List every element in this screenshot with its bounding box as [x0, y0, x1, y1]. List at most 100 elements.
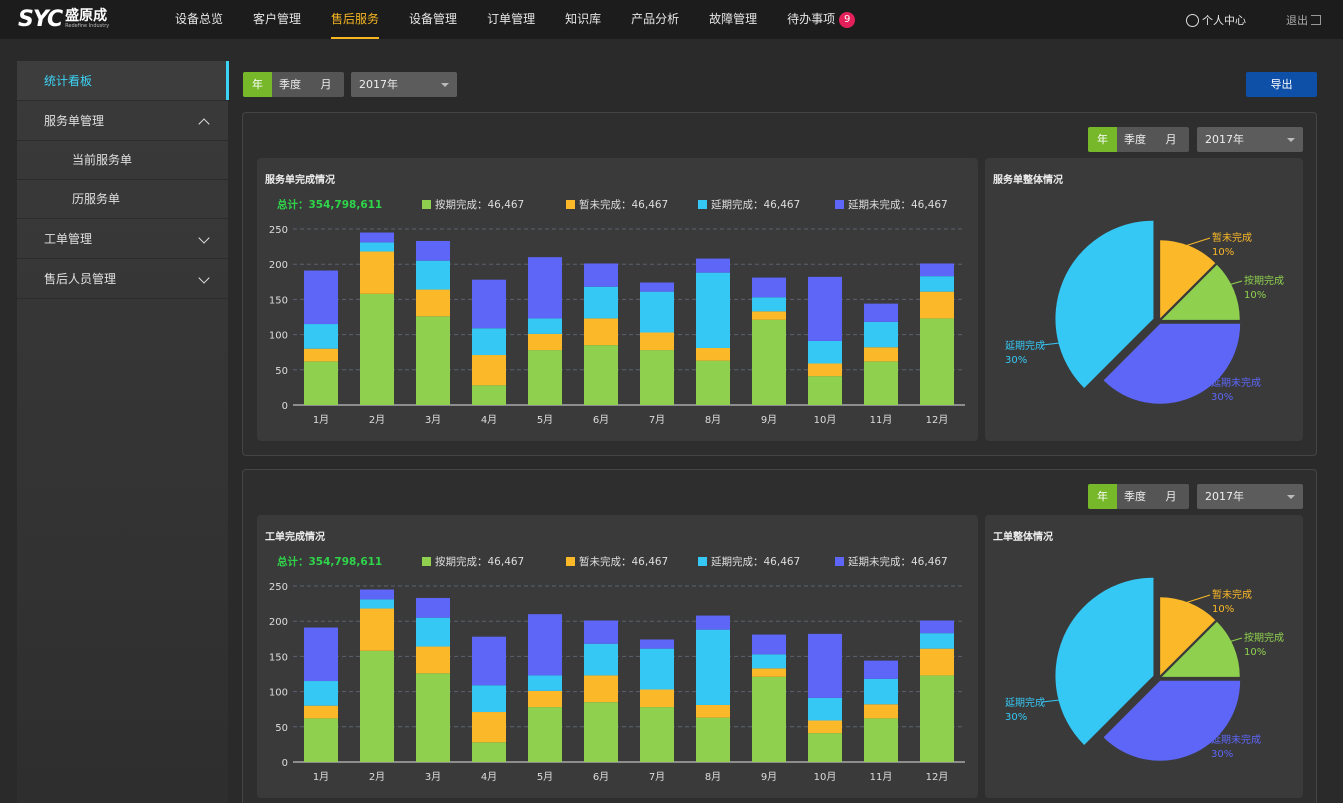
nav-fault[interactable]: 故障管理 [694, 0, 772, 39]
bar-segment-ontime[interactable] [640, 350, 674, 405]
pie-slice-ontime[interactable] [1161, 621, 1240, 677]
bar-segment-delayed-done[interactable] [584, 643, 618, 676]
bar-segment-ontime[interactable] [472, 385, 506, 405]
bar-segment-delayed-done[interactable] [416, 617, 450, 647]
bar-segment-delayed-done[interactable] [304, 324, 338, 349]
panel-year-select[interactable]: 2017年 [1197, 127, 1303, 152]
sidebar-item-service-orders[interactable]: 服务单管理 [17, 101, 228, 141]
nav-customer[interactable]: 客户管理 [238, 0, 316, 39]
bar-segment-delayed-done[interactable] [360, 599, 394, 609]
bar-segment-ontime[interactable] [640, 707, 674, 762]
period-month-button[interactable]: 月 [1165, 490, 1177, 503]
bar-segment-delayed-undone[interactable] [584, 263, 618, 287]
bar-segment-pending[interactable] [304, 348, 338, 362]
bar-segment-delayed-done[interactable] [752, 654, 786, 669]
nav-order[interactable]: 订单管理 [472, 0, 550, 39]
nav-todo[interactable]: 待办事项 9 [772, 0, 870, 39]
bar-segment-ontime[interactable] [360, 293, 394, 405]
bar-segment-delayed-done[interactable] [472, 328, 506, 356]
sidebar-item-work-orders[interactable]: 工单管理 [17, 219, 228, 259]
bar-segment-delayed-undone[interactable] [528, 257, 562, 319]
bar-segment-delayed-undone[interactable] [696, 258, 730, 273]
bar-segment-pending[interactable] [528, 333, 562, 351]
legend-item-pending[interactable]: 暂未完成：46,467 [566, 197, 668, 212]
bar-segment-delayed-undone[interactable] [416, 240, 450, 261]
bar-segment-delayed-undone[interactable] [360, 589, 394, 600]
bar-segment-delayed-done[interactable] [920, 633, 954, 649]
year-select[interactable]: 2017年 [351, 72, 457, 97]
bar-segment-delayed-done[interactable] [528, 675, 562, 691]
bar-segment-pending[interactable] [920, 291, 954, 319]
bar-segment-delayed-done[interactable] [696, 629, 730, 705]
sidebar-item-history-orders[interactable]: 历服务单 [17, 180, 228, 219]
bar-segment-delayed-done[interactable] [640, 291, 674, 333]
bar-segment-delayed-undone[interactable] [584, 620, 618, 644]
brand-logo[interactable]: SYC 盛原成 Redefine Industry [18, 7, 109, 32]
period-year-button[interactable]: 年 [1088, 484, 1117, 509]
bar-segment-delayed-done[interactable] [864, 678, 898, 705]
bar-segment-pending[interactable] [864, 704, 898, 719]
bar-segment-ontime[interactable] [360, 650, 394, 762]
bar-segment-delayed-undone[interactable] [808, 276, 842, 341]
sidebar-item-dashboard[interactable]: 统计看板 [17, 61, 228, 101]
bar-segment-delayed-done[interactable] [808, 340, 842, 364]
bar-segment-ontime[interactable] [752, 676, 786, 762]
bar-segment-pending[interactable] [920, 648, 954, 676]
legend-item-delayed-done[interactable]: 延期完成：46,467 [698, 554, 800, 569]
export-button[interactable]: 导出 [1246, 72, 1317, 97]
bar-segment-ontime[interactable] [696, 717, 730, 762]
pie-slice-pending[interactable] [1160, 597, 1216, 676]
bar-segment-delayed-undone[interactable] [920, 620, 954, 634]
bar-segment-pending[interactable] [528, 690, 562, 708]
panel-year-select[interactable]: 2017年 [1197, 484, 1303, 509]
bar-segment-delayed-undone[interactable] [808, 633, 842, 698]
bar-segment-ontime[interactable] [864, 361, 898, 405]
bar-segment-pending[interactable] [472, 355, 506, 386]
bar-segment-pending[interactable] [416, 646, 450, 674]
bar-segment-delayed-undone[interactable] [528, 614, 562, 676]
period-quarter-button[interactable]: 季度 [279, 78, 301, 91]
bar-segment-ontime[interactable] [416, 673, 450, 762]
bar-segment-delayed-undone[interactable] [696, 615, 730, 630]
bar-segment-ontime[interactable] [584, 702, 618, 762]
period-year-button[interactable]: 年 [243, 72, 272, 97]
bar-segment-pending[interactable] [640, 332, 674, 351]
bar-segment-ontime[interactable] [416, 316, 450, 405]
legend-item-delayed-undone[interactable]: 延期未完成：46,467 [835, 554, 948, 569]
bar-segment-delayed-done[interactable] [472, 685, 506, 713]
bar-segment-delayed-undone[interactable] [920, 263, 954, 277]
bar-segment-delayed-done[interactable] [752, 297, 786, 312]
bar-segment-delayed-done[interactable] [528, 318, 562, 334]
bar-segment-pending[interactable] [752, 668, 786, 677]
period-month-button[interactable]: 月 [320, 78, 332, 91]
bar-segment-ontime[interactable] [696, 360, 730, 405]
bar-segment-pending[interactable] [696, 347, 730, 361]
bar-segment-ontime[interactable] [920, 675, 954, 762]
legend-item-pending[interactable]: 暂未完成：46,467 [566, 554, 668, 569]
bar-segment-pending[interactable] [808, 720, 842, 734]
bar-segment-ontime[interactable] [920, 318, 954, 405]
bar-segment-delayed-done[interactable] [864, 321, 898, 348]
pie-slice-pending[interactable] [1160, 240, 1216, 319]
bar-segment-pending[interactable] [416, 289, 450, 317]
bar-segment-pending[interactable] [584, 675, 618, 703]
bar-segment-pending[interactable] [808, 363, 842, 377]
bar-segment-delayed-done[interactable] [808, 697, 842, 721]
bar-segment-delayed-undone[interactable] [304, 627, 338, 682]
pie-slice-delayed-done[interactable] [1055, 220, 1154, 389]
nav-product-analysis[interactable]: 产品分析 [616, 0, 694, 39]
bar-segment-ontime[interactable] [584, 345, 618, 405]
bar-segment-pending[interactable] [360, 251, 394, 294]
user-center-link[interactable]: 个人中心 [1186, 12, 1246, 28]
bar-segment-ontime[interactable] [808, 733, 842, 762]
bar-segment-delayed-done[interactable] [304, 681, 338, 706]
bar-segment-delayed-undone[interactable] [640, 639, 674, 649]
bar-segment-delayed-undone[interactable] [360, 232, 394, 243]
bar-segment-delayed-undone[interactable] [640, 282, 674, 292]
bar-segment-pending[interactable] [304, 705, 338, 719]
bar-segment-ontime[interactable] [528, 707, 562, 762]
nav-device-overview[interactable]: 设备总览 [160, 0, 238, 39]
sidebar-item-staff[interactable]: 售后人员管理 [17, 259, 228, 299]
bar-segment-delayed-undone[interactable] [472, 636, 506, 686]
bar-segment-delayed-undone[interactable] [864, 303, 898, 322]
